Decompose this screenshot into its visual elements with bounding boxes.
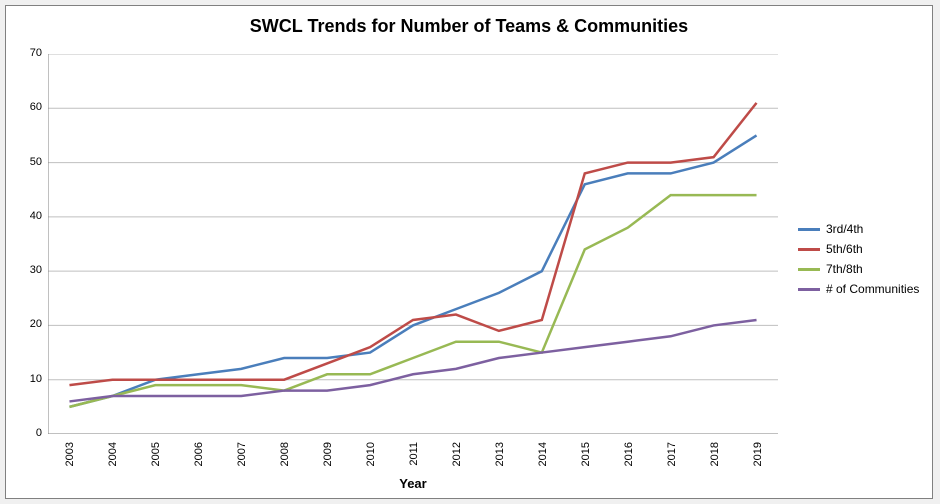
x-tick-label: 2015 <box>580 442 592 466</box>
chart-plot-area <box>48 54 778 434</box>
legend-item: 5th/6th <box>798 242 919 256</box>
y-tick-label: 0 <box>20 427 42 439</box>
y-tick-label: 40 <box>20 210 42 222</box>
x-tick-label: 2007 <box>236 442 248 466</box>
legend-label: 5th/6th <box>826 242 863 256</box>
y-tick-label: 60 <box>20 101 42 113</box>
x-tick-label: 2013 <box>494 442 506 466</box>
x-tick-label: 2016 <box>623 442 635 466</box>
x-axis-title: Year <box>48 476 778 491</box>
legend-item: 3rd/4th <box>798 222 919 236</box>
legend-swatch <box>798 248 820 251</box>
x-tick-label: 2018 <box>709 442 721 466</box>
y-tick-label: 50 <box>20 156 42 168</box>
x-tick-label: 2019 <box>752 442 764 466</box>
legend-swatch <box>798 288 820 291</box>
legend-label: 7th/8th <box>826 262 863 276</box>
y-tick-label: 10 <box>20 373 42 385</box>
x-tick-label: 2017 <box>666 442 678 466</box>
y-tick-label: 70 <box>20 47 42 59</box>
legend-label: # of Communities <box>826 282 919 296</box>
x-tick-label: 2005 <box>150 442 162 466</box>
x-tick-label: 2006 <box>193 442 205 466</box>
legend-swatch <box>798 228 820 231</box>
x-tick-label: 2010 <box>365 442 377 466</box>
x-tick-label: 2009 <box>322 442 334 466</box>
chart-title: SWCL Trends for Number of Teams & Commun… <box>6 16 932 37</box>
y-tick-label: 30 <box>20 264 42 276</box>
x-tick-label: 2011 <box>408 442 420 466</box>
legend-item: # of Communities <box>798 282 919 296</box>
x-tick-label: 2012 <box>451 442 463 466</box>
legend-item: 7th/8th <box>798 262 919 276</box>
series-line <box>69 320 756 401</box>
x-tick-label: 2014 <box>537 442 549 466</box>
series-line <box>69 103 756 385</box>
x-tick-label: 2004 <box>107 442 119 466</box>
legend-label: 3rd/4th <box>826 222 863 236</box>
x-tick-label: 2003 <box>64 442 76 466</box>
chart-container: SWCL Trends for Number of Teams & Commun… <box>5 5 933 499</box>
y-tick-label: 20 <box>20 318 42 330</box>
chart-legend: 3rd/4th 5th/6th 7th/8th # of Communities <box>798 216 919 302</box>
legend-swatch <box>798 268 820 271</box>
x-tick-label: 2008 <box>279 442 291 466</box>
